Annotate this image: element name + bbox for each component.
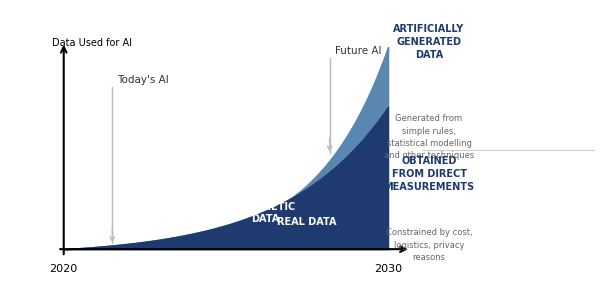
Text: Future AI: Future AI [335, 46, 381, 56]
Text: Data Used for AI: Data Used for AI [52, 38, 133, 48]
Text: REAL DATA: REAL DATA [277, 217, 337, 227]
Text: Constrained by cost,
logistics, privacy
reasons: Constrained by cost, logistics, privacy … [386, 228, 472, 262]
Text: SYNTHETIC
DATA: SYNTHETIC DATA [234, 202, 295, 224]
Text: 2020: 2020 [50, 264, 78, 274]
Text: 2030: 2030 [374, 264, 402, 274]
Text: ARTIFICIALLY
GENERATED
DATA: ARTIFICIALLY GENERATED DATA [394, 24, 464, 60]
Text: Generated from
simple rules,
statistical modelling
and other techniques: Generated from simple rules, statistical… [384, 114, 474, 160]
Text: OBTAINED
FROM DIRECT
MEASUREMENTS: OBTAINED FROM DIRECT MEASUREMENTS [383, 156, 475, 192]
Text: Today's AI: Today's AI [117, 75, 169, 85]
